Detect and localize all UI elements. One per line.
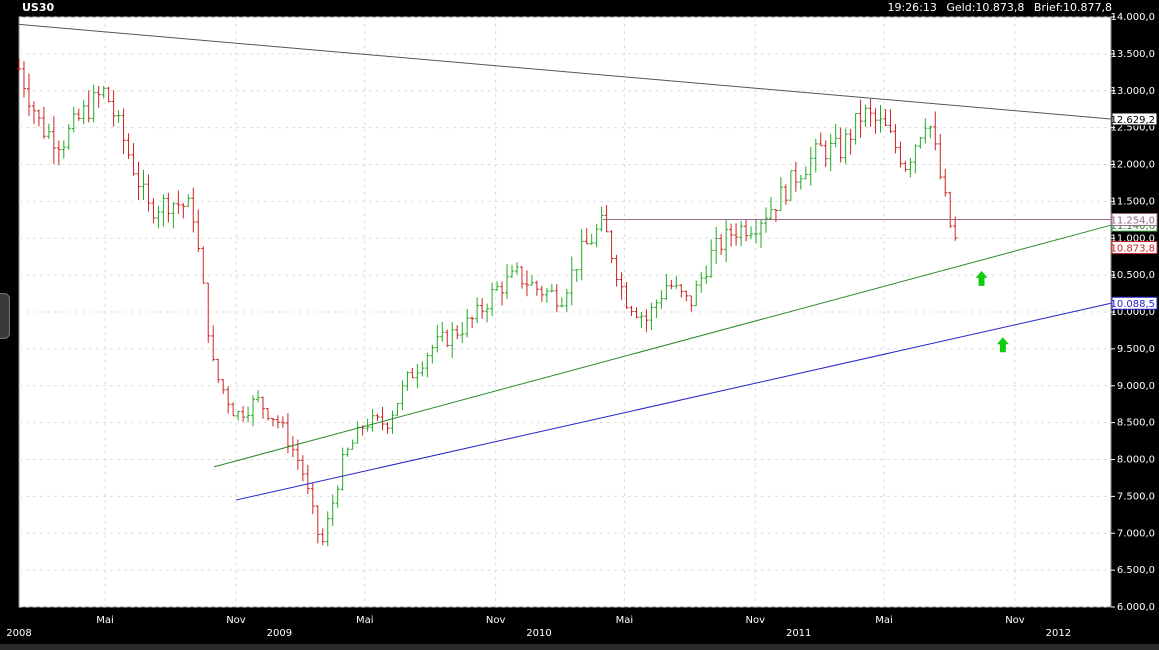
resistance-label-box — [1111, 112, 1158, 126]
y-tick-label: 8.000,0 — [1117, 455, 1155, 466]
y-tick-label: 12.000,0 — [1110, 160, 1155, 171]
y-tick-label: 9.500,0 — [1117, 344, 1155, 355]
side-panel-handle[interactable] — [0, 293, 10, 339]
x-tick-label: Nov — [486, 615, 506, 626]
horizontal-label-box — [1111, 213, 1158, 227]
y-tick-label: 10.500,0 — [1110, 270, 1155, 281]
horizontal-label: 11.254,0 — [1110, 216, 1155, 227]
y-tick-label: 10.000,0 — [1110, 307, 1155, 318]
title-bar: US30 19:26:13 Geld:10.873,8 Brief:10.877… — [0, 0, 1159, 16]
year-label: 2008 — [6, 628, 31, 639]
year-label: 2012 — [1046, 628, 1071, 639]
y-tick-label: 12.500,0 — [1110, 123, 1155, 134]
y-tick-label: 14.000,0 — [1110, 12, 1155, 23]
x-tick-label: Mai — [96, 615, 114, 626]
year-label: 2011 — [786, 628, 811, 639]
y-tick-label: 11.000,0 — [1110, 233, 1155, 244]
x-tick-label: Nov — [226, 615, 246, 626]
ask-label: Brief:10.877,8 — [1033, 1, 1112, 14]
up-arrow-icon — [996, 337, 1009, 353]
y-tick-label: 6.500,0 — [1117, 565, 1155, 576]
last-price-box — [1111, 241, 1158, 255]
x-tick-label: Mai — [875, 615, 893, 626]
x-tick-label: Mai — [616, 615, 634, 626]
lower-support-label: 10.088,5 — [1110, 299, 1155, 310]
y-tick-label: 13.500,0 — [1110, 49, 1155, 60]
y-tick-label: 6.000,0 — [1117, 602, 1155, 613]
time-label: 19:26:13 — [887, 1, 937, 14]
symbol-label: US30 — [22, 1, 55, 14]
y-tick-label: 7.500,0 — [1117, 491, 1155, 502]
support-label: 11.140,6 — [1110, 221, 1155, 232]
lower-support-line — [235, 302, 1112, 501]
y-tick-label: 8.500,0 — [1117, 418, 1155, 429]
x-tick-label: Nov — [746, 615, 766, 626]
y-tick-label: 9.000,0 — [1117, 381, 1155, 392]
support-line — [213, 224, 1112, 468]
up-arrow-icon — [975, 270, 988, 286]
y-tick-label: 13.000,0 — [1110, 86, 1155, 97]
year-label: 2009 — [267, 628, 292, 639]
status-strip — [0, 644, 1159, 650]
resistance-line — [18, 23, 1112, 120]
x-tick-label: Mai — [356, 615, 374, 626]
y-tick-label: 11.500,0 — [1110, 196, 1155, 207]
x-tick-label: Nov — [1005, 615, 1025, 626]
resistance-label: 12.629,2 — [1110, 115, 1155, 126]
bid-label: Geld:10.873,8 — [946, 1, 1025, 14]
year-label: 2010 — [526, 628, 551, 639]
quote-readout: 19:26:13 Geld:10.873,8 Brief:10.877,8 — [881, 1, 1112, 14]
y-tick-label: 7.000,0 — [1117, 528, 1155, 539]
lower-support-label-box — [1111, 296, 1158, 310]
last-price-label: 10.873,8 — [1110, 244, 1155, 255]
